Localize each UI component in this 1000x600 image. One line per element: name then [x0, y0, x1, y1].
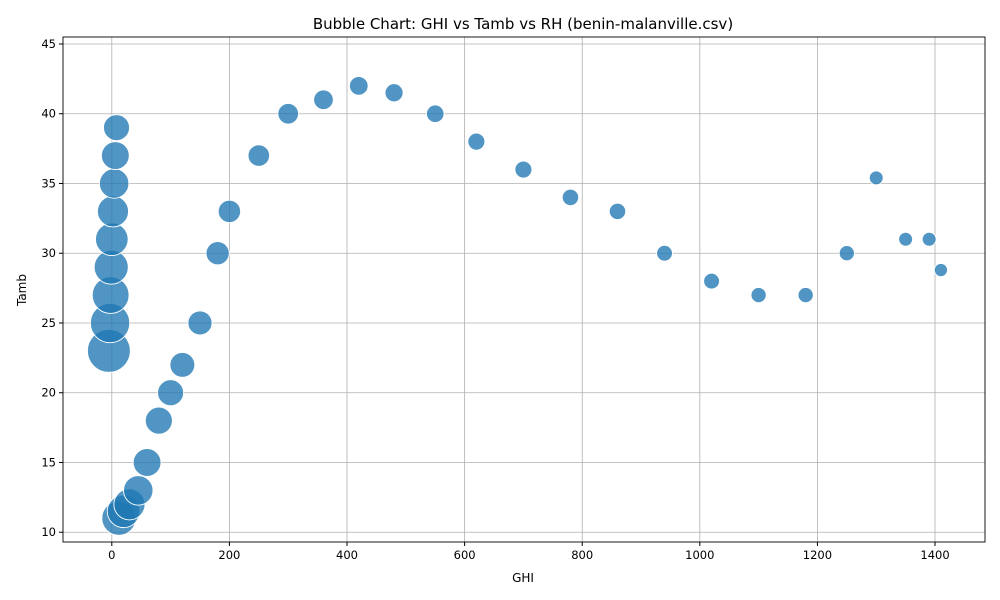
bubble-point — [169, 351, 196, 378]
bubble-point — [561, 188, 580, 207]
x-tick-label: 400 — [336, 548, 358, 562]
bubble-point — [921, 231, 937, 247]
bubble-point — [157, 379, 185, 407]
y-tick-label: 35 — [41, 176, 56, 190]
bubble-point — [96, 195, 129, 228]
bubble-point — [123, 475, 154, 506]
y-tick-label: 45 — [41, 37, 56, 51]
x-tick-label: 1200 — [803, 548, 832, 562]
bubble-point — [144, 406, 173, 435]
bubble-point — [608, 202, 627, 221]
bubble-point — [100, 141, 130, 170]
y-tick-label: 20 — [41, 386, 56, 400]
bubble-point — [277, 102, 299, 125]
bubble-point — [703, 272, 720, 290]
bubble-point — [750, 287, 767, 304]
x-tick-label: 1400 — [920, 548, 949, 562]
bubble-point — [187, 310, 213, 336]
y-tick-label: 15 — [41, 455, 56, 469]
bubble-point — [656, 244, 673, 262]
x-axis: 0 200 400 600 800 1000 1200 1400 — [108, 542, 950, 562]
bubble-point — [95, 222, 129, 257]
bubble-layer — [86, 76, 948, 536]
bubble-point — [467, 132, 486, 151]
bubble-point — [98, 168, 130, 199]
y-tick-label: 10 — [41, 525, 56, 539]
bubble-point — [797, 287, 814, 304]
bubble-point — [898, 231, 914, 247]
x-tick-label: 800 — [571, 548, 593, 562]
bubble-point — [514, 160, 533, 179]
y-axis: 10 15 20 25 30 35 40 45 — [41, 37, 63, 539]
x-tick-label: 0 — [108, 548, 115, 562]
x-tick-label: 1000 — [685, 548, 714, 562]
bubble-point — [132, 448, 162, 477]
bubble-point — [313, 89, 334, 111]
bubble-point — [384, 83, 404, 103]
x-axis-label: GHI — [512, 571, 534, 585]
chart-title: Bubble Chart: GHI vs Tamb vs RH (benin-m… — [313, 15, 733, 33]
bubble-point — [868, 170, 884, 186]
y-axis-label: Tamb — [15, 274, 29, 307]
bubble-point — [247, 144, 271, 167]
bubble-point — [103, 114, 130, 142]
bubble-point — [933, 262, 948, 278]
bubble-point — [348, 76, 369, 96]
y-tick-label: 25 — [41, 316, 56, 330]
bubble-point — [425, 104, 445, 123]
plot-frame — [62, 36, 986, 543]
x-tick-label: 600 — [454, 548, 476, 562]
y-tick-label: 40 — [41, 107, 56, 121]
y-tick-label: 30 — [41, 246, 56, 260]
bubble-point — [205, 241, 230, 266]
x-tick-label: 200 — [218, 548, 240, 562]
grid — [63, 37, 985, 542]
bubble-point — [217, 199, 242, 224]
bubble-point — [838, 245, 855, 262]
